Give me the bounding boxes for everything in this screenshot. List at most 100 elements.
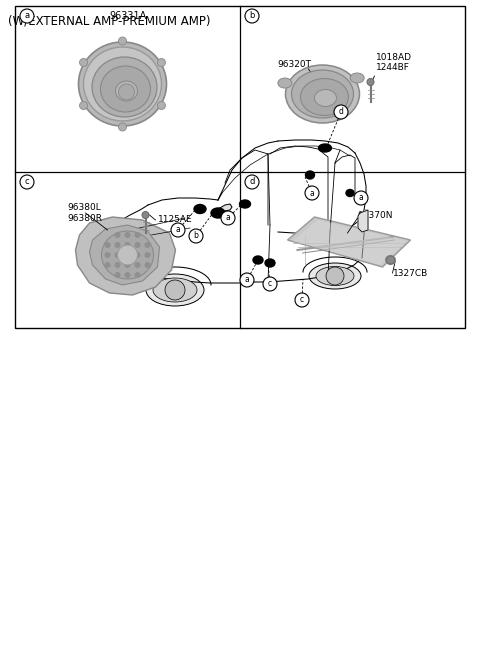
Text: a: a: [310, 188, 314, 197]
Text: a: a: [359, 194, 363, 203]
Ellipse shape: [101, 231, 154, 279]
Circle shape: [295, 293, 309, 307]
Text: a: a: [24, 12, 30, 20]
Ellipse shape: [84, 47, 161, 121]
Circle shape: [134, 242, 141, 248]
Circle shape: [134, 262, 141, 268]
Text: a: a: [176, 226, 180, 234]
Circle shape: [115, 232, 120, 238]
Circle shape: [115, 242, 120, 248]
Polygon shape: [292, 220, 408, 265]
Circle shape: [144, 262, 151, 268]
Circle shape: [119, 123, 127, 131]
Ellipse shape: [100, 66, 151, 112]
Circle shape: [124, 252, 131, 258]
Ellipse shape: [240, 200, 251, 208]
Ellipse shape: [265, 259, 275, 267]
Ellipse shape: [142, 211, 149, 218]
Circle shape: [124, 262, 131, 268]
Circle shape: [134, 232, 141, 238]
Circle shape: [134, 252, 141, 258]
Circle shape: [240, 273, 254, 287]
Circle shape: [245, 175, 259, 189]
Circle shape: [171, 223, 185, 237]
Ellipse shape: [146, 274, 204, 306]
Text: c: c: [268, 279, 272, 289]
Circle shape: [144, 242, 151, 248]
Circle shape: [326, 267, 344, 285]
Polygon shape: [288, 217, 410, 267]
Circle shape: [119, 84, 134, 100]
Ellipse shape: [194, 205, 206, 213]
Text: 96320T: 96320T: [277, 60, 312, 69]
Text: a: a: [226, 213, 230, 222]
Circle shape: [124, 242, 131, 248]
Circle shape: [105, 242, 110, 248]
Text: c: c: [24, 178, 29, 186]
Ellipse shape: [116, 231, 138, 243]
Bar: [15, 6, 465, 328]
Ellipse shape: [385, 255, 396, 264]
Circle shape: [105, 262, 110, 268]
Ellipse shape: [305, 171, 314, 179]
Ellipse shape: [92, 57, 157, 117]
Circle shape: [386, 256, 395, 264]
Circle shape: [20, 9, 34, 23]
Circle shape: [124, 272, 131, 278]
Circle shape: [354, 191, 368, 205]
Circle shape: [157, 102, 166, 110]
Ellipse shape: [291, 70, 353, 118]
Text: c: c: [300, 295, 304, 304]
Text: b: b: [193, 232, 198, 241]
Ellipse shape: [346, 190, 354, 197]
Text: (W/EXTERNAL AMP-PREMIUM AMP): (W/EXTERNAL AMP-PREMIUM AMP): [8, 14, 211, 27]
Circle shape: [305, 186, 319, 200]
Polygon shape: [75, 217, 176, 295]
Ellipse shape: [79, 42, 167, 126]
Ellipse shape: [367, 79, 374, 85]
Circle shape: [119, 37, 127, 45]
Text: d: d: [338, 108, 343, 117]
Circle shape: [144, 252, 151, 258]
Ellipse shape: [211, 208, 225, 218]
Text: 1327CB: 1327CB: [393, 268, 428, 277]
Text: a: a: [245, 276, 250, 285]
Polygon shape: [220, 204, 232, 211]
Circle shape: [334, 105, 348, 119]
Circle shape: [20, 175, 34, 189]
Text: b: b: [249, 12, 255, 20]
Circle shape: [80, 102, 87, 110]
Text: 96331A: 96331A: [109, 11, 146, 21]
Circle shape: [80, 58, 87, 66]
Circle shape: [157, 58, 166, 66]
Circle shape: [263, 277, 277, 291]
Circle shape: [245, 9, 259, 23]
Circle shape: [115, 262, 120, 268]
Ellipse shape: [253, 256, 263, 264]
Text: d: d: [249, 178, 255, 186]
Polygon shape: [358, 210, 368, 232]
Polygon shape: [89, 225, 159, 285]
Ellipse shape: [278, 78, 292, 88]
Circle shape: [115, 252, 120, 258]
Circle shape: [105, 252, 110, 258]
Circle shape: [134, 272, 141, 278]
Ellipse shape: [316, 266, 354, 285]
Ellipse shape: [309, 263, 361, 289]
Circle shape: [124, 232, 131, 238]
Ellipse shape: [350, 73, 364, 83]
Text: 96370N: 96370N: [358, 211, 393, 220]
Text: 1125AE: 1125AE: [157, 216, 192, 224]
Ellipse shape: [286, 65, 360, 123]
Ellipse shape: [116, 81, 137, 101]
Circle shape: [221, 211, 235, 225]
Text: 96380L
96380R: 96380L 96380R: [68, 203, 103, 222]
Circle shape: [118, 245, 137, 265]
Circle shape: [165, 280, 185, 300]
Ellipse shape: [319, 144, 332, 152]
Text: 1018AD
1244BF: 1018AD 1244BF: [375, 52, 411, 72]
Circle shape: [115, 272, 120, 278]
Ellipse shape: [314, 89, 336, 106]
Circle shape: [189, 229, 203, 243]
Ellipse shape: [153, 278, 197, 302]
